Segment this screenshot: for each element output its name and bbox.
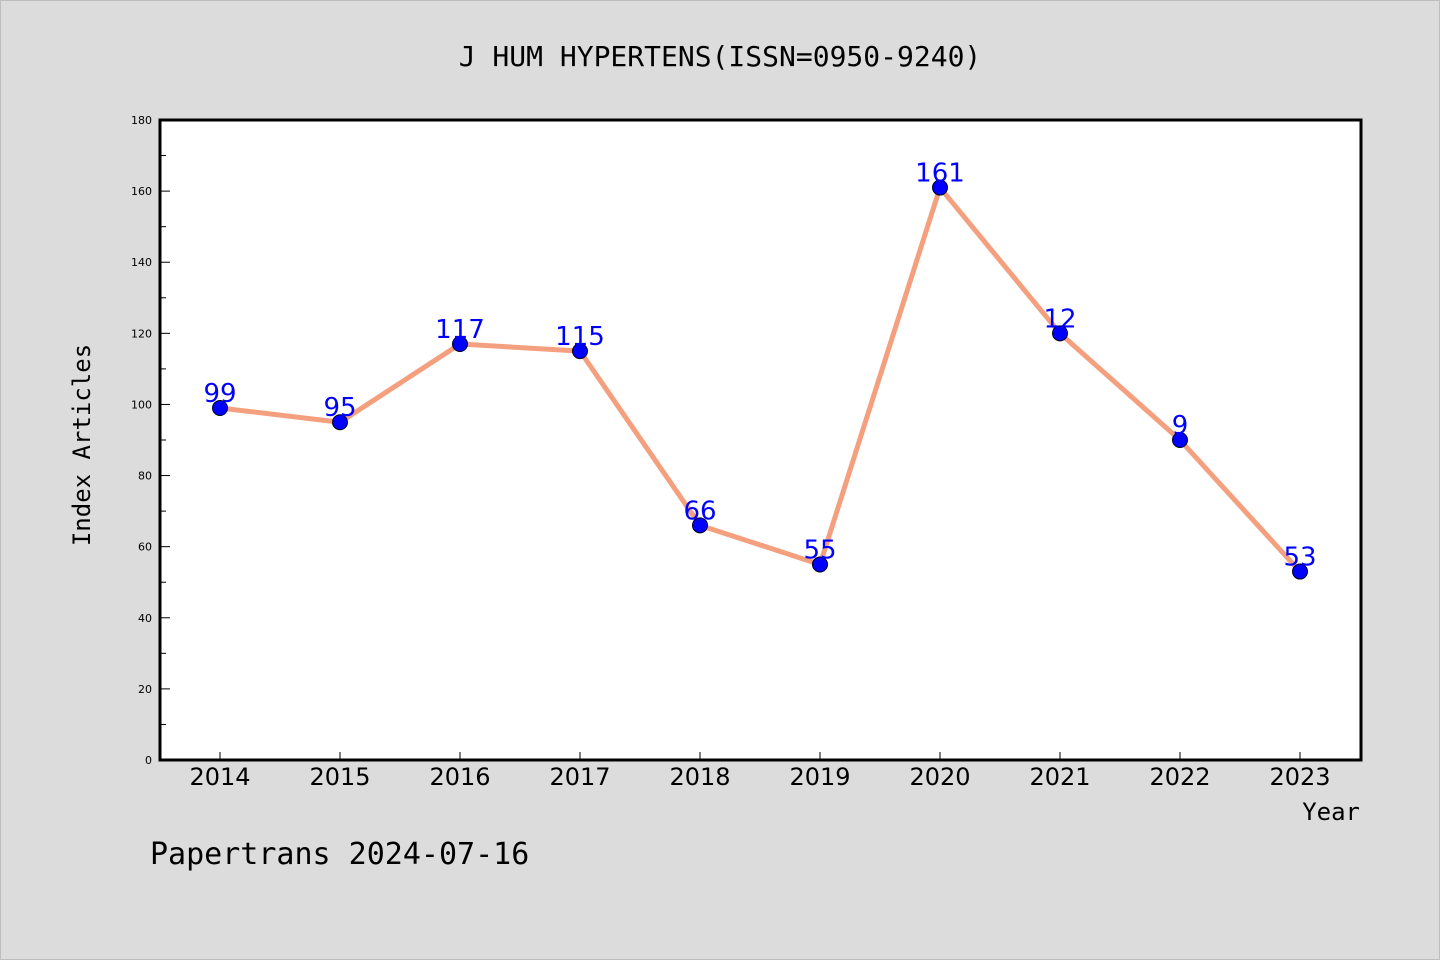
- x-tick-label: 2020: [909, 763, 970, 791]
- data-label: 55: [803, 535, 836, 565]
- x-tick-label: 2014: [189, 763, 250, 791]
- chart-title: J HUM HYPERTENS(ISSN=0950-9240): [459, 40, 982, 73]
- y-axis-label: Index Articles: [68, 344, 96, 546]
- y-tick-label: 120: [131, 327, 152, 340]
- data-points: [212, 179, 1308, 580]
- data-label: 95: [323, 393, 356, 423]
- data-labels: 99 95 117 115 66 55 161 12 9 53: [203, 159, 1316, 573]
- data-point: [212, 400, 228, 416]
- data-label: 99: [203, 379, 236, 409]
- y-tick-label: 180: [131, 114, 152, 127]
- x-tick-label: 2018: [669, 763, 730, 791]
- data-label: 12: [1043, 304, 1076, 334]
- y-tick-label: 80: [138, 470, 152, 483]
- data-label: 161: [915, 159, 965, 189]
- series-line: [219, 185, 1302, 574]
- data-label: 115: [555, 322, 605, 352]
- y-tick-label: 160: [131, 185, 152, 198]
- x-tick-label: 2022: [1149, 763, 1210, 791]
- x-axis-label: Year: [1302, 798, 1360, 826]
- y-tick-label: 20: [138, 683, 152, 696]
- x-tick-label: 2016: [429, 763, 490, 791]
- x-axis: 2014 2015 2016 2017 2018 2019 2020 2021 2022 2023: [189, 752, 1331, 791]
- data-point: [1172, 432, 1188, 448]
- data-label: 53: [1283, 543, 1316, 573]
- y-tick-label: 100: [131, 398, 152, 411]
- data-point: [1052, 325, 1068, 342]
- x-tick-label: 2015: [309, 763, 370, 791]
- data-label: 66: [683, 496, 716, 526]
- data-point: [1292, 563, 1308, 580]
- data-point: [932, 179, 948, 196]
- x-tick-label: 2023: [1269, 763, 1330, 791]
- data-label: 9: [1172, 411, 1189, 441]
- y-tick-label: 0: [145, 754, 152, 767]
- data-point: [332, 414, 348, 431]
- y-tick-label: 40: [138, 612, 152, 625]
- data-point: [692, 517, 708, 534]
- data-point: [452, 336, 468, 352]
- footer-text: Papertrans 2024-07-16: [150, 837, 529, 872]
- y-tick-label: 140: [131, 256, 152, 269]
- y-tick-label: 60: [138, 541, 152, 554]
- x-tick-label: 2021: [1029, 763, 1090, 791]
- plot-area: [158, 118, 1363, 762]
- x-tick-label: 2019: [789, 763, 850, 791]
- data-label: 117: [435, 315, 485, 345]
- data-point: [572, 343, 588, 360]
- x-tick-label: 2017: [549, 763, 610, 791]
- y-axis: 0 20 40 60 80 100 120 140 160 180: [131, 114, 170, 767]
- data-point: [812, 556, 828, 573]
